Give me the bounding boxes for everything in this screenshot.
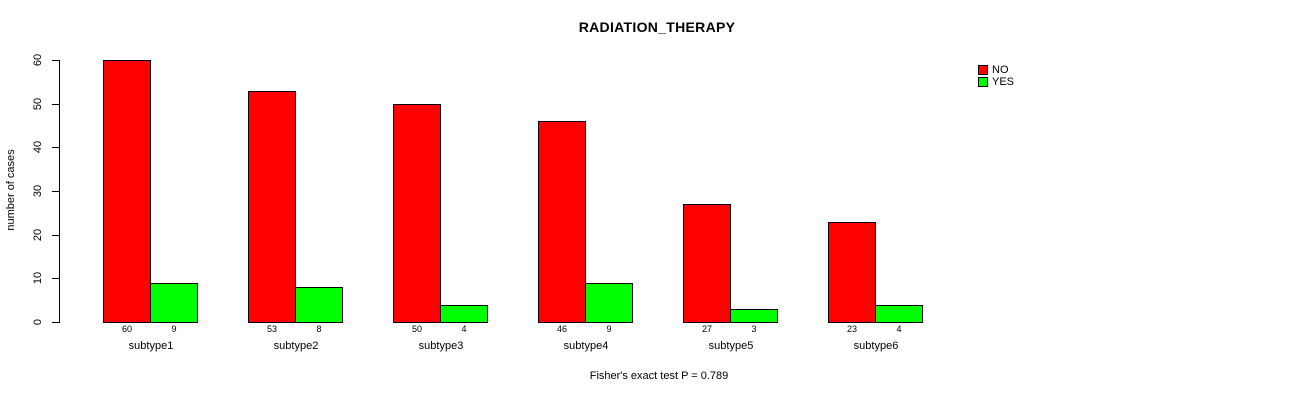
bar-no — [248, 91, 296, 323]
y-tick — [52, 322, 60, 323]
legend-swatch-icon — [978, 65, 988, 75]
bar-yes — [585, 283, 633, 323]
bar-value-label: 53 — [266, 324, 278, 334]
bar-no — [828, 222, 876, 323]
y-tick-label: 20 — [32, 228, 44, 241]
bar-yes — [730, 309, 778, 323]
x-category-label: subtype3 — [418, 340, 464, 352]
bar-value-label: 4 — [461, 324, 467, 334]
bar-value-label: 60 — [121, 324, 133, 334]
x-category-label: subtype6 — [853, 340, 899, 352]
y-tick-label: 30 — [32, 184, 44, 198]
y-tick — [52, 191, 60, 192]
bar-value-label: 3 — [751, 324, 757, 334]
bar-value-label: 9 — [171, 324, 177, 334]
y-tick-label: 40 — [32, 141, 44, 154]
y-tick-label: 0 — [32, 318, 44, 326]
y-axis-title: number of cases — [5, 149, 17, 231]
y-tick-label: 10 — [32, 272, 44, 285]
bar-no — [393, 104, 441, 323]
y-tick — [52, 234, 60, 236]
bar-yes — [875, 305, 923, 323]
bar-value-label: 4 — [896, 324, 902, 334]
bar-no — [103, 60, 151, 323]
x-category-label: subtype4 — [563, 340, 609, 352]
legend-label: NO — [992, 64, 1009, 76]
x-category-label: subtype5 — [708, 340, 754, 352]
bar-value-label: 23 — [846, 324, 858, 334]
y-tick — [52, 278, 60, 280]
bar-no — [683, 204, 731, 323]
y-tick-label: 50 — [32, 97, 44, 110]
bar-value-label: 46 — [556, 324, 568, 334]
legend: NO YES — [978, 64, 1014, 88]
bar-value-label: 8 — [316, 324, 322, 334]
bar-yes — [295, 287, 343, 323]
y-tick-label: 60 — [32, 53, 44, 67]
bar-yes — [440, 305, 488, 323]
chart-title: RADIATION_THERAPY — [578, 19, 736, 35]
legend-entry: NO — [978, 64, 1014, 76]
bar-value-label: 27 — [701, 324, 713, 334]
footer-stat-note: Fisher's exact test P = 0.789 — [589, 370, 729, 382]
bar-no — [538, 121, 586, 323]
legend-swatch-icon — [978, 77, 988, 87]
legend-entry: YES — [978, 76, 1014, 88]
y-tick — [52, 60, 60, 61]
legend-label: YES — [992, 76, 1015, 88]
x-category-label: subtype1 — [128, 340, 174, 352]
x-category-label: subtype2 — [273, 340, 319, 352]
bar-yes — [150, 283, 198, 323]
y-tick — [52, 147, 60, 149]
y-tick — [52, 103, 60, 105]
bar-value-label: 9 — [606, 324, 612, 334]
bar-value-label: 50 — [411, 324, 423, 334]
